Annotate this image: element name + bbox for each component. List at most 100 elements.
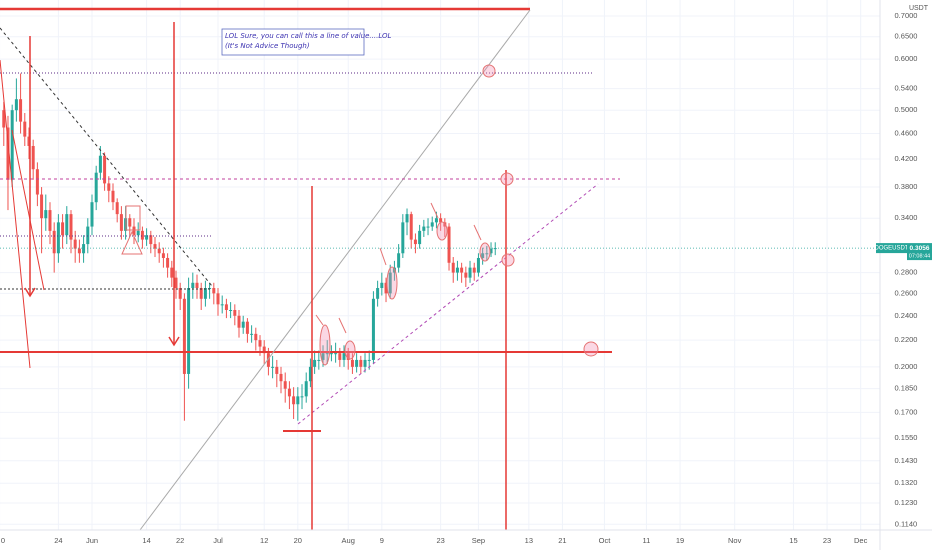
candle-body xyxy=(216,293,220,305)
uptrend-line xyxy=(297,183,599,425)
candle-body xyxy=(56,222,60,254)
candle-body xyxy=(355,359,359,367)
countdown-label: 07:08:44 xyxy=(909,254,930,260)
candle-body xyxy=(107,183,111,191)
candle-body xyxy=(392,267,396,273)
marker-ellipse xyxy=(344,340,356,360)
x-tick-label: 15 xyxy=(789,536,797,545)
y-tick-label: 0.5000 xyxy=(895,105,918,114)
candle-body xyxy=(195,282,199,289)
candle-body xyxy=(220,304,224,306)
candle-body xyxy=(439,218,443,223)
candle-body xyxy=(481,253,485,258)
triangle xyxy=(121,230,143,255)
marker-ellipse xyxy=(386,266,398,300)
candle-body xyxy=(224,304,228,310)
candle-body xyxy=(434,218,438,223)
candle-body xyxy=(241,321,245,328)
drawings xyxy=(0,7,620,531)
y-tick-label: 0.2800 xyxy=(895,268,918,277)
currency-label: USDT xyxy=(909,5,929,12)
candle-body xyxy=(250,333,254,335)
candle-body xyxy=(313,359,317,367)
candle-body xyxy=(451,262,455,273)
candle-body xyxy=(460,267,464,273)
candle-body xyxy=(157,248,161,254)
candle-body xyxy=(119,214,123,231)
grid xyxy=(0,0,880,530)
x-tick-label: Jun xyxy=(86,536,98,545)
candle-body xyxy=(161,253,165,258)
candle-body xyxy=(384,282,388,294)
x-tick-label: Sep xyxy=(472,536,485,545)
x-tick-label: 11 xyxy=(643,536,651,545)
candle-body xyxy=(65,214,69,236)
marker-circle xyxy=(500,172,514,186)
candle-body xyxy=(140,230,144,240)
candle-body xyxy=(111,190,115,203)
y-tick-label: 0.2400 xyxy=(895,311,918,320)
candle-body xyxy=(359,359,363,367)
marker-circle xyxy=(501,253,515,267)
candle-body xyxy=(14,99,18,111)
candle-body xyxy=(187,288,191,374)
candle-body xyxy=(346,353,350,360)
x-tick-label: Aug xyxy=(342,536,355,545)
candle-body xyxy=(292,396,296,405)
candle-body xyxy=(329,353,333,355)
x-tick-label: Dec xyxy=(854,536,868,545)
candle-body xyxy=(485,253,489,255)
pointer xyxy=(473,224,482,241)
y-tick-label: 0.1700 xyxy=(895,407,918,416)
candle-body xyxy=(472,267,476,273)
candle-body xyxy=(153,244,157,249)
candle-body xyxy=(27,136,31,146)
y-tick-label: 0.1430 xyxy=(895,456,918,465)
candle-body xyxy=(115,202,119,215)
candle-body xyxy=(296,396,300,405)
y-tick-label: 0.1850 xyxy=(895,384,918,393)
y-tick-label: 0.3400 xyxy=(895,213,918,222)
candle-body xyxy=(455,267,459,273)
candle-body xyxy=(325,353,329,355)
candle-body xyxy=(430,222,434,227)
pointer xyxy=(315,314,324,326)
y-tick-label: 0.1550 xyxy=(895,433,918,442)
candle-body xyxy=(279,373,283,382)
candle-body xyxy=(40,194,44,219)
candle-body xyxy=(418,230,422,245)
candle-body xyxy=(342,353,346,360)
candle-body xyxy=(73,239,77,249)
candle-body xyxy=(166,257,170,268)
candle-body xyxy=(401,222,405,254)
annotation-text: LOL Sure, you can call this a line of va… xyxy=(225,32,392,40)
x-tick-label: 23 xyxy=(823,536,831,545)
candle-body xyxy=(48,210,52,231)
axes: 0.7000 0.6500 0.6000 0.5400 0.5000 0.4600 0.42… xyxy=(1,11,932,545)
x-tick-label: Oct xyxy=(599,536,612,545)
candle-body xyxy=(191,282,195,289)
candle-body xyxy=(94,172,98,203)
candle-body xyxy=(182,298,186,374)
marker-ellipse xyxy=(479,242,491,262)
candle-body xyxy=(23,121,27,137)
candle-body xyxy=(170,267,174,278)
candle-body xyxy=(98,155,102,173)
candle-body xyxy=(447,226,451,263)
x-tick-label: 20 xyxy=(294,536,302,545)
price-label: 0.3056 xyxy=(910,245,930,252)
x-tick-label: 14 xyxy=(142,536,150,545)
candle-body xyxy=(338,353,342,360)
marker-circle xyxy=(482,64,496,78)
y-tick-label: 0.2600 xyxy=(895,288,918,297)
candle-body xyxy=(317,359,321,361)
candle-body xyxy=(334,353,338,355)
pointer xyxy=(430,202,439,219)
annotation-box xyxy=(221,28,365,56)
candle-body xyxy=(199,288,203,299)
candle-body xyxy=(145,235,149,240)
candle-body xyxy=(308,366,312,382)
candle-body xyxy=(86,226,90,245)
candle-body xyxy=(367,359,371,361)
